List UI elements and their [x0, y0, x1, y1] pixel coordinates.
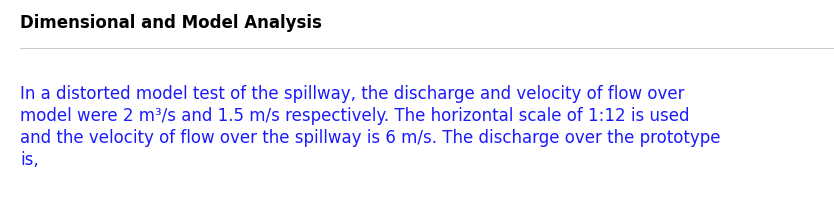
Text: and the velocity of flow over the spillway is 6 m/s. The discharge over the prot: and the velocity of flow over the spillw… — [20, 129, 721, 147]
Text: Dimensional and Model Analysis: Dimensional and Model Analysis — [20, 14, 322, 32]
Text: is,: is, — [20, 151, 38, 169]
Text: model were 2 m³/s and 1.5 m/s respectively. The horizontal scale of 1:12 is used: model were 2 m³/s and 1.5 m/s respective… — [20, 107, 690, 125]
Text: In a distorted model test of the spillway, the discharge and velocity of flow ov: In a distorted model test of the spillwa… — [20, 85, 685, 103]
